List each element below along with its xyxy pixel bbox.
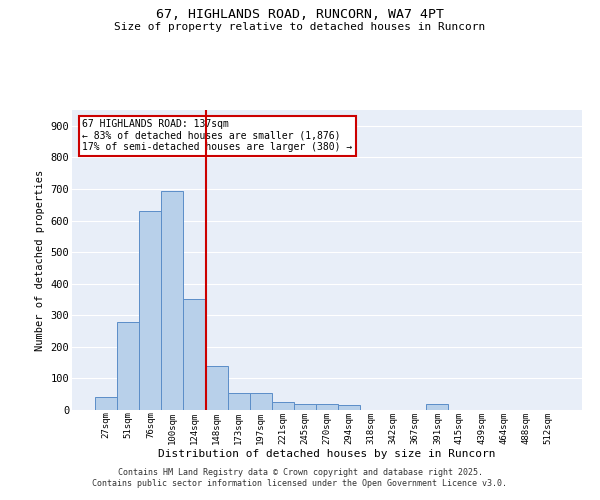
Bar (250, 392, 272, 410)
Bar (139, 211, 161, 410)
Text: 67, HIGHLANDS ROAD, RUNCORN, WA7 4PT: 67, HIGHLANDS ROAD, RUNCORN, WA7 4PT (156, 8, 444, 20)
Text: Size of property relative to detached houses in Runcorn: Size of property relative to detached ho… (115, 22, 485, 32)
Bar (294, 404, 316, 410)
Y-axis label: Number of detached properties: Number of detached properties (35, 170, 45, 350)
Bar (227, 392, 250, 410)
Text: 67 HIGHLANDS ROAD: 137sqm
← 83% of detached houses are smaller (1,876)
17% of se: 67 HIGHLANDS ROAD: 137sqm ← 83% of detac… (82, 119, 352, 152)
Bar (272, 402, 294, 410)
Bar (316, 404, 338, 410)
X-axis label: Distribution of detached houses by size in Runcorn: Distribution of detached houses by size … (158, 449, 496, 459)
Bar (338, 406, 360, 410)
Bar (95, 396, 117, 410)
Bar (427, 404, 448, 410)
Bar (184, 300, 206, 410)
Bar (117, 322, 139, 410)
Text: Contains HM Land Registry data © Crown copyright and database right 2025.
Contai: Contains HM Land Registry data © Crown c… (92, 468, 508, 487)
Bar (206, 366, 227, 410)
Bar (161, 190, 184, 410)
